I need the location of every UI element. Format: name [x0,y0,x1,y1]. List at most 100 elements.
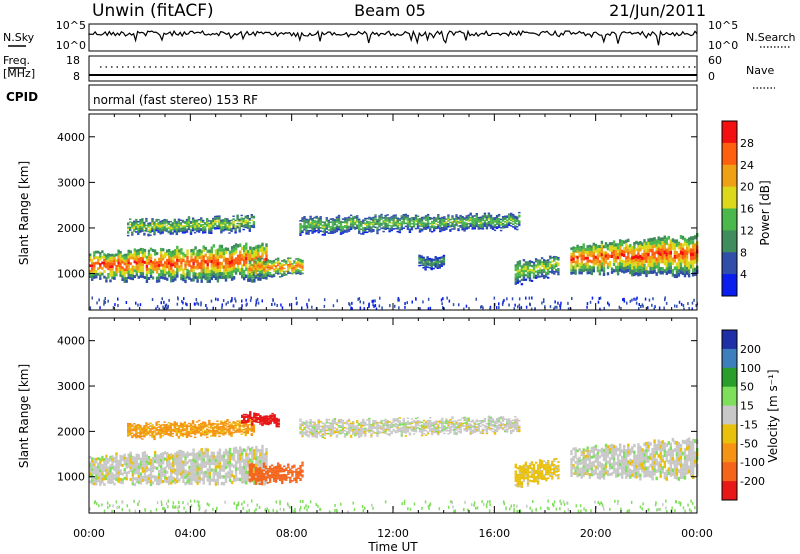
echo-cell [212,244,215,248]
echo-cell [250,434,253,436]
echo-cell [394,217,397,219]
scatter-cell [658,306,661,310]
echo-cell [129,454,132,458]
echo-cell [420,264,423,266]
echo-cell [178,249,181,253]
echo-cell [210,249,213,254]
echo-cell [453,225,456,227]
echo-cell [625,239,628,243]
echo-cell [153,222,156,225]
echo-cell [153,231,156,233]
echo-cell [125,462,128,466]
echo-cell [582,243,585,247]
velocity-heatmap [89,411,699,514]
echo-cell [93,273,96,277]
echo-cell [398,231,401,234]
echo-cell [95,471,98,475]
echo-cell [188,465,191,469]
echo-cell [244,222,247,224]
echo-cell [176,454,179,458]
echo-cell [135,480,138,484]
echo-cell [222,248,226,252]
echo-cell [171,229,174,231]
echo-cell [236,218,239,221]
echo-cell [250,477,253,480]
echo-cell [161,224,164,226]
echo-cell [238,421,241,424]
echo-cell [657,240,660,244]
echo-cell [234,430,237,432]
echo-cell [161,219,164,222]
echo-cell [441,218,444,220]
echo-cell [113,474,116,477]
echo-cell [109,256,112,260]
echo-cell [649,266,652,271]
echo-cell [115,273,118,277]
echo-cell [167,230,170,232]
echo-cell [206,269,209,273]
echo-cell [418,261,421,263]
echo-band-7 [570,233,699,279]
echo-cell [254,477,258,480]
echo-cell [659,267,662,271]
echo-cell [435,220,438,222]
echo-cell [471,218,474,220]
echo-cell [443,220,446,223]
echo-cell [180,469,183,473]
echo-cell [506,222,509,224]
echo-cell [485,215,489,217]
echo-cell [253,253,256,258]
scatter-cell [633,297,635,301]
echo-cell [170,465,173,469]
echo-cell [612,243,616,247]
echo-cell [479,216,482,219]
echo-cell [246,217,249,220]
echo-cell [212,422,215,425]
echo-cell [414,220,418,222]
echo-cell [149,272,153,275]
echo-cell [598,254,602,258]
echo-cell [388,218,391,221]
echo-cell [639,241,642,245]
echo-cell [208,472,211,476]
echo-cell [661,255,664,260]
echo-cell [179,426,183,428]
echo-cell [210,429,213,432]
echo-cell [679,262,683,267]
echo-cell [190,468,193,472]
echo-cell [347,230,351,232]
echo-cell [117,480,120,483]
echo-cell [434,257,437,259]
echo-cell [396,217,399,219]
echo-cell [667,254,670,259]
cpid-panel [88,84,698,111]
echo-cell [214,226,217,229]
echo-cell [439,229,442,231]
echo-cell [97,479,100,483]
echo-cell [195,432,199,434]
echo-cell [125,465,128,469]
echo-cell [226,275,230,279]
echo-cell [176,271,179,275]
echo-cell [206,432,209,435]
echo-cell [99,265,102,269]
echo-cell [643,242,646,247]
echo-cell [176,249,179,253]
echo-cell [453,228,456,230]
echo-cell [572,260,575,263]
echo-cell [530,269,534,272]
echo-cell [141,478,145,482]
echo-cell [501,216,505,218]
echo-cell [307,218,310,221]
echo-cell [226,471,230,475]
echo-cell [208,229,211,232]
echo-cell [159,471,163,475]
echo-cell [255,249,258,253]
echo-cell [195,428,199,430]
echo-cell [453,218,456,220]
echo-cell [143,427,146,430]
scatter-cell [567,307,570,311]
echo-cell [193,219,197,222]
echo-cell [91,476,94,480]
echo-cell [572,257,575,261]
